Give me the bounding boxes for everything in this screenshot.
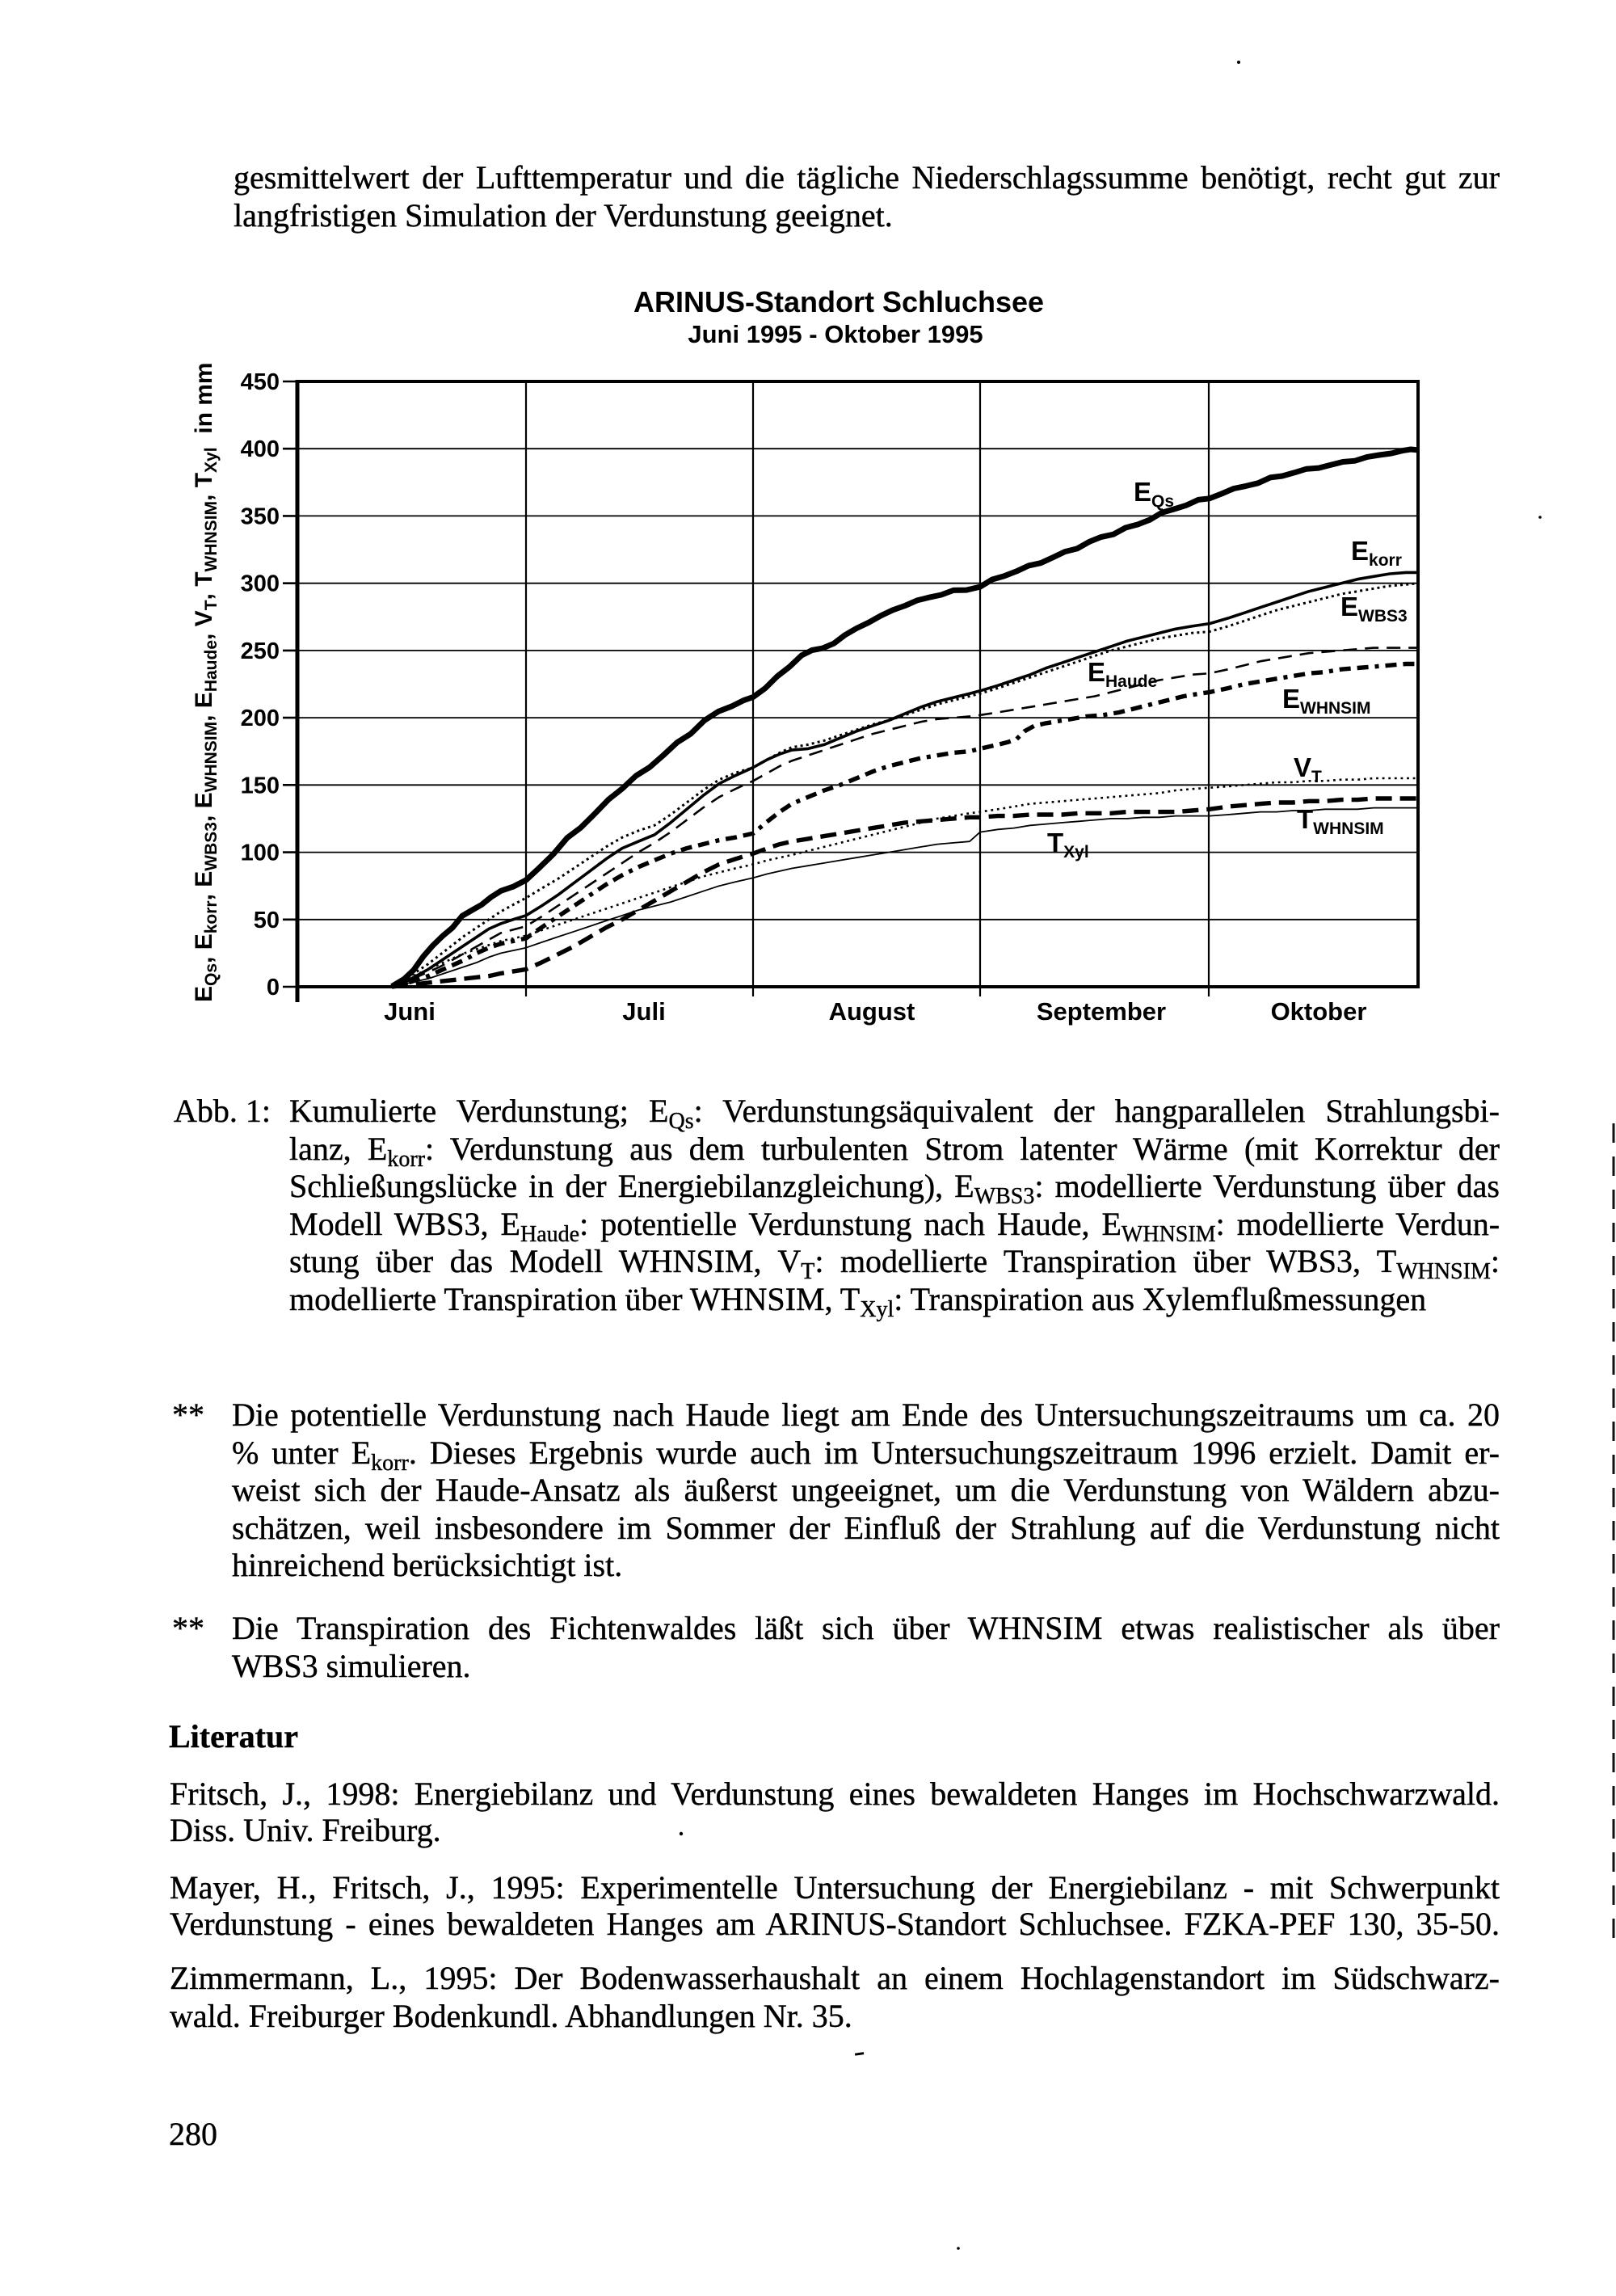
svg-text:ARINUS-Standort Schluchsee: ARINUS-Standort Schluchsee: [633, 285, 1044, 318]
svg-text:0: 0: [267, 975, 280, 1001]
svg-text:Juni: Juni: [384, 997, 436, 1026]
svg-text:TXyl: TXyl: [1047, 828, 1089, 862]
svg-text:400: 400: [241, 436, 280, 462]
svg-text:Juli: Juli: [622, 997, 665, 1026]
svg-text:100: 100: [241, 840, 280, 866]
svg-text:Juni 1995 - Oktober 1995: Juni 1995 - Oktober 1995: [688, 320, 983, 348]
svg-text:VT: VT: [1294, 752, 1322, 786]
svg-text:EQs, Ekorr, EWBS3, EWHNSIM, EH: EQs, Ekorr, EWBS3, EWHNSIM, EHaude, VT, …: [191, 362, 221, 1002]
svg-text:50: 50: [254, 908, 280, 933]
svg-text:EHaude: EHaude: [1088, 657, 1157, 691]
svg-text:450: 450: [241, 369, 280, 395]
svg-text:EWBS3: EWBS3: [1340, 592, 1408, 626]
svg-text:EWHNSIM: EWHNSIM: [1282, 684, 1371, 718]
svg-text:300: 300: [241, 571, 280, 597]
svg-text:August: August: [829, 997, 915, 1026]
svg-text:Ekorr: Ekorr: [1351, 536, 1402, 570]
svg-text:350: 350: [241, 503, 280, 529]
svg-text:250: 250: [241, 638, 280, 664]
svg-text:September: September: [1037, 997, 1166, 1026]
svg-text:EQs: EQs: [1134, 477, 1174, 511]
svg-text:200: 200: [241, 706, 280, 731]
svg-text:Oktober: Oktober: [1271, 997, 1367, 1026]
svg-text:150: 150: [241, 773, 280, 798]
